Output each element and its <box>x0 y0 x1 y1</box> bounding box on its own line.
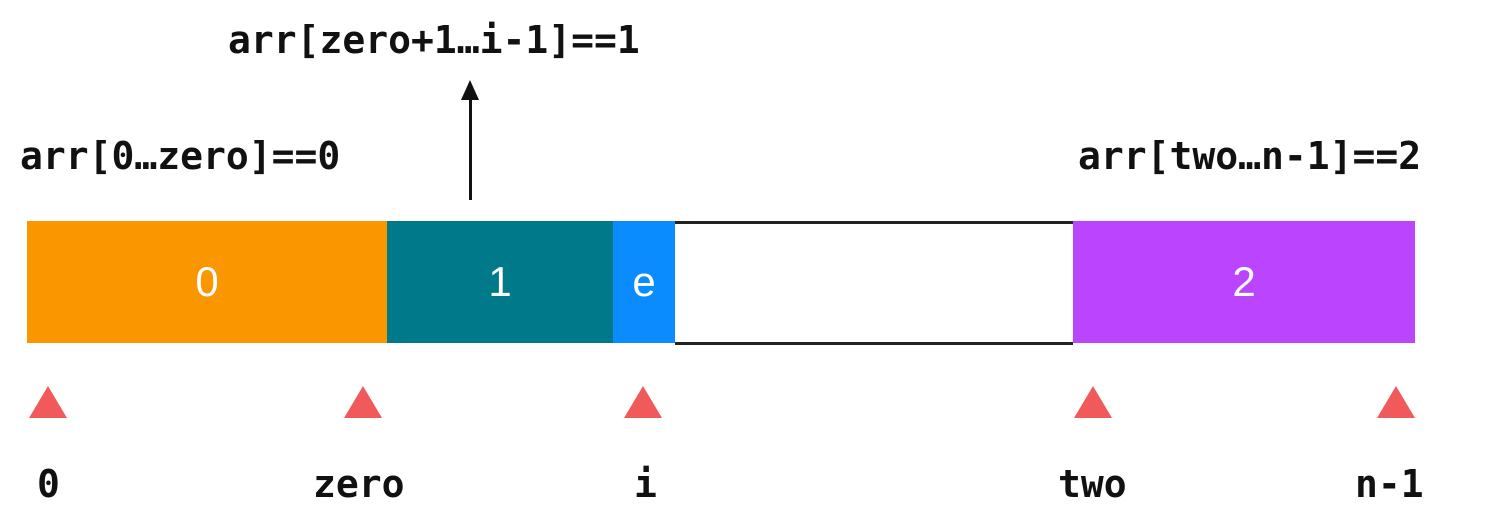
marker-end-triangle-icon <box>1377 386 1415 418</box>
marker-start-triangle-icon <box>29 386 67 418</box>
index-label-start: 0 <box>37 462 60 506</box>
segment-ones: 1 <box>387 221 613 343</box>
segment-current-element: e <box>613 221 675 343</box>
segment-unprocessed <box>675 221 1073 345</box>
up-arrow-icon <box>461 80 479 100</box>
segment-ones-label: 1 <box>488 258 512 305</box>
index-label-zero: zero <box>313 462 405 506</box>
marker-i-triangle-icon <box>624 386 662 418</box>
segment-zeros-label: 0 <box>195 258 219 305</box>
segment-twos-label: 2 <box>1232 258 1256 305</box>
annotation-zeros-range: arr[0…zero]==0 <box>20 134 341 178</box>
annotation-ones-range: arr[zero+1…i-1]==1 <box>228 18 640 62</box>
segment-twos: 2 <box>1073 221 1415 343</box>
marker-zero-triangle-icon <box>344 386 382 418</box>
segment-zeros: 0 <box>27 221 387 343</box>
segment-current-label: e <box>632 258 656 305</box>
arrow-shaft <box>469 96 472 200</box>
annotation-twos-range: arr[two…n-1]==2 <box>1078 134 1422 178</box>
index-label-i: i <box>634 462 657 506</box>
index-label-end: n-1 <box>1355 462 1424 506</box>
index-label-two: two <box>1058 462 1127 506</box>
marker-two-triangle-icon <box>1074 386 1112 418</box>
